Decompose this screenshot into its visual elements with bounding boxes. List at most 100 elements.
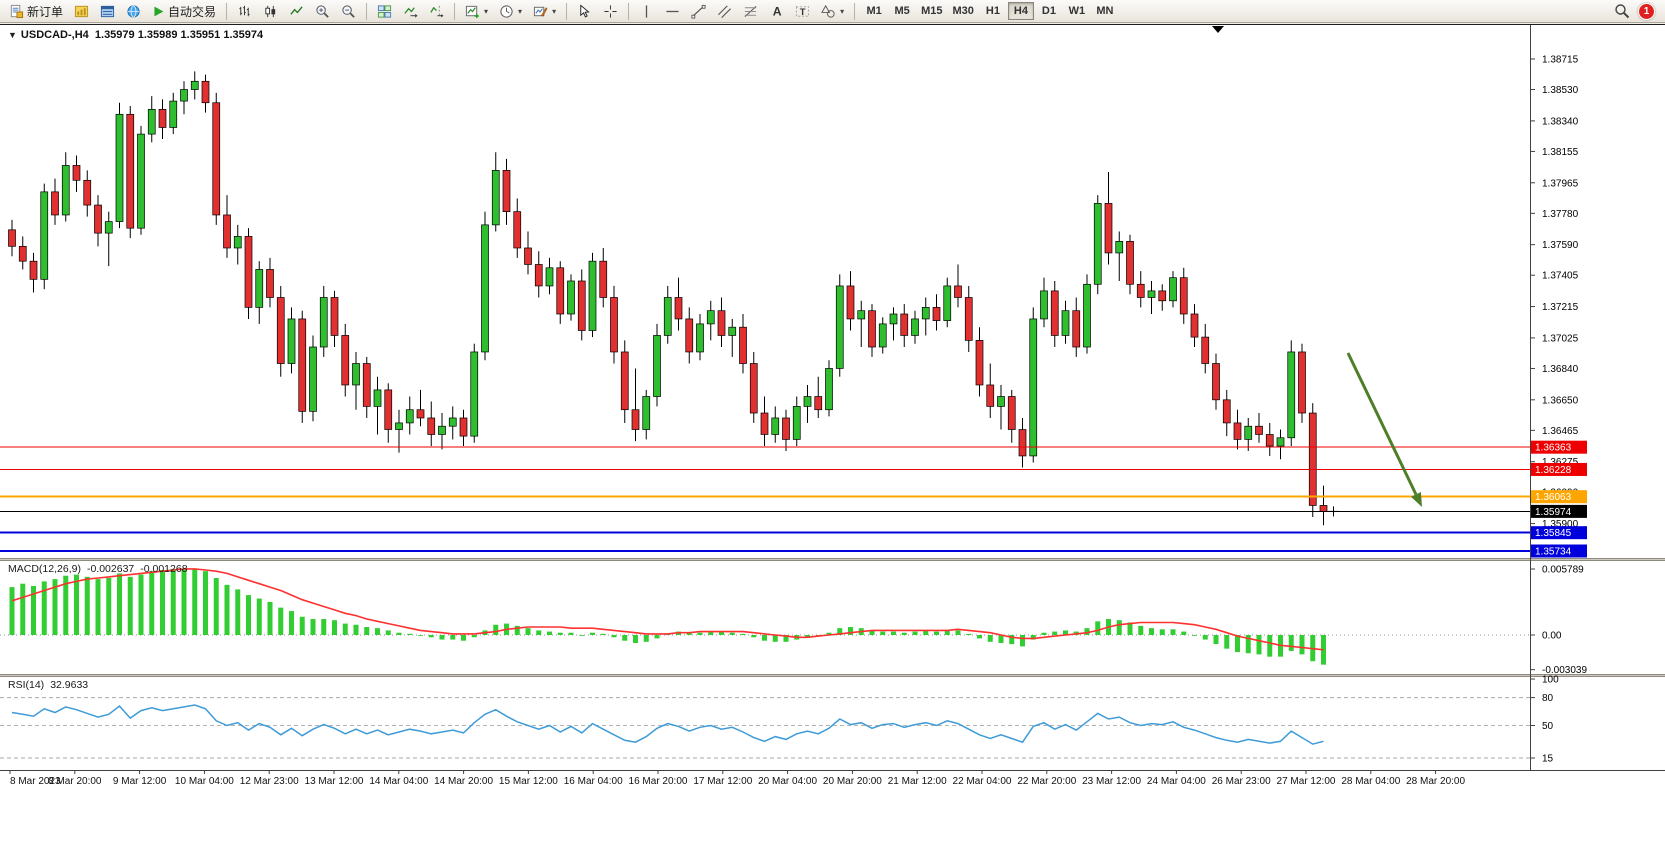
svg-text:23 Mar 12:00: 23 Mar 12:00 <box>1082 776 1141 787</box>
bar-chart-icon <box>239 5 250 16</box>
svg-text:16 Mar 04:00: 16 Mar 04:00 <box>564 776 623 787</box>
svg-text:12 Mar 23:00: 12 Mar 23:00 <box>240 776 299 787</box>
svg-text:50: 50 <box>1542 721 1554 732</box>
toolbar-separator <box>854 2 856 20</box>
timeframe-d1-button[interactable]: D1 <box>1036 2 1062 20</box>
price-tag <box>1531 440 1587 454</box>
rsi-panel[interactable] <box>0 697 1530 759</box>
trendline-tool-button[interactable] <box>686 1 711 21</box>
fibonacci-tool-button[interactable] <box>738 1 763 21</box>
horizontal-line-tool-button[interactable] <box>660 1 685 21</box>
channel-tool-button[interactable] <box>712 1 737 21</box>
vertical-line-tool-button[interactable] <box>634 1 659 21</box>
chevron-down-icon: ▾ <box>840 6 845 16</box>
svg-text:1.36228: 1.36228 <box>1535 465 1572 476</box>
notification-badge[interactable]: 1 <box>1638 2 1655 20</box>
svg-text:1.35845: 1.35845 <box>1535 528 1572 539</box>
chart-canvas[interactable]: 1.38715 1.38530 1.38340 1.38155 1.37965 1.377… <box>0 25 1665 844</box>
rsi-indicator-label: RSI(14) 32.9633 <box>8 679 94 691</box>
horizontal-line-icon <box>666 10 679 12</box>
tile-windows-button[interactable] <box>372 1 397 21</box>
new-chart-button[interactable]: ▾ <box>460 1 493 21</box>
line-chart-icon <box>290 5 303 15</box>
timeframe-m1-button[interactable]: M1 <box>861 2 887 20</box>
svg-text:1.38530: 1.38530 <box>1542 85 1579 96</box>
text-tool-button[interactable]: A <box>764 1 789 21</box>
svg-text:14 Mar 20:00: 14 Mar 20:00 <box>434 776 493 787</box>
price-tag <box>1531 544 1587 558</box>
cursor-button[interactable] <box>572 1 597 21</box>
rsi-name: RSI(14) <box>8 679 45 691</box>
timeframe-mn-button[interactable]: MN <box>1092 2 1118 20</box>
zoom-out-button[interactable] <box>336 1 361 21</box>
crosshair-button[interactable] <box>598 1 623 21</box>
label-icon: T <box>796 5 810 16</box>
shapes-tool-button[interactable]: ▾ <box>816 1 849 21</box>
candles-layer[interactable] <box>8 71 1328 526</box>
svg-text:1.38340: 1.38340 <box>1542 116 1579 127</box>
svg-text:1.35900: 1.35900 <box>1542 519 1579 530</box>
svg-text:1.37965: 1.37965 <box>1542 178 1579 189</box>
panel-splitters[interactable] <box>0 558 1665 677</box>
toolbar-separator <box>566 2 568 20</box>
svg-text:24 Mar 04:00: 24 Mar 04:00 <box>1147 776 1206 787</box>
price-tag <box>1531 462 1587 476</box>
toolbar-separator <box>366 2 368 20</box>
crosshair-icon <box>604 4 617 18</box>
trendline-icon <box>691 4 706 19</box>
community-button[interactable] <box>121 1 146 21</box>
svg-text:1.37405: 1.37405 <box>1542 271 1579 282</box>
svg-text:15: 15 <box>1542 754 1554 765</box>
search-icon <box>1615 4 1630 19</box>
new-chart-icon <box>465 5 479 18</box>
timeframe-m5-button[interactable]: M5 <box>889 2 915 20</box>
timeframe-w1-button[interactable]: W1 <box>1064 2 1090 20</box>
svg-text:1.37780: 1.37780 <box>1542 209 1579 220</box>
new-order-button[interactable]: 新订单 <box>4 1 68 21</box>
macd-name: MACD(12,26,9) <box>8 563 81 575</box>
zoom-in-button[interactable] <box>310 1 335 21</box>
timeframe-m30-button[interactable]: M30 <box>949 2 978 20</box>
symbol-dropdown-icon[interactable]: ▼ <box>8 30 17 40</box>
template-icon <box>534 6 548 17</box>
chevron-down-icon: ▾ <box>552 6 557 16</box>
auto-scroll-button[interactable] <box>398 1 423 21</box>
svg-text:21 Mar 12:00: 21 Mar 12:00 <box>888 776 947 787</box>
timeframe-h4-button[interactable]: H4 <box>1007 2 1034 20</box>
svg-text:T: T <box>800 6 806 16</box>
candlestick-mode-button[interactable] <box>258 1 283 21</box>
data-window-button[interactable] <box>95 1 120 21</box>
chart-shift-button[interactable] <box>424 1 449 21</box>
label-tool-button[interactable]: T <box>790 1 815 21</box>
templates-button[interactable]: ▾ <box>528 1 561 21</box>
auto-trading-button[interactable]: 自动交易 <box>147 1 221 21</box>
svg-text:8 Mar 20:00: 8 Mar 20:00 <box>48 776 102 787</box>
periods-button[interactable]: ▾ <box>494 1 527 21</box>
timeframe-m15-button[interactable]: M15 <box>917 2 946 20</box>
price-axis[interactable]: 1.38715 1.38530 1.38340 1.38155 1.37965 1.377… <box>1530 25 1587 770</box>
chart-shift-marker-icon[interactable] <box>1212 26 1224 33</box>
macd-panel[interactable] <box>0 568 1530 665</box>
arrow-line[interactable] <box>1346 352 1418 496</box>
line-chart-mode-button[interactable] <box>284 1 309 21</box>
market-watch-button[interactable] <box>69 1 94 21</box>
arrow-head-icon <box>1410 491 1422 507</box>
bar-chart-mode-button[interactable] <box>232 1 257 21</box>
data-window-icon <box>100 5 115 17</box>
chart-title: ▼ USDCAD-,H4 1.35979 1.35989 1.35951 1.35… <box>8 29 263 41</box>
svg-text:20 Mar 04:00: 20 Mar 04:00 <box>758 776 817 787</box>
svg-text:1.35974: 1.35974 <box>1535 507 1572 518</box>
price-tag <box>1531 526 1587 540</box>
timeframe-h1-button[interactable]: H1 <box>980 2 1006 20</box>
annotation-arrow[interactable] <box>1346 352 1422 507</box>
svg-text:100: 100 <box>1542 675 1559 686</box>
svg-text:80: 80 <box>1542 693 1554 704</box>
svg-text:A: A <box>773 4 782 18</box>
auto-scroll-icon <box>404 6 418 18</box>
svg-text:1.36063: 1.36063 <box>1535 492 1572 503</box>
svg-text:16 Mar 20:00: 16 Mar 20:00 <box>629 776 688 787</box>
svg-text:0.005789: 0.005789 <box>1542 564 1584 575</box>
hlines-layer[interactable] <box>0 446 1530 552</box>
search-button[interactable] <box>1609 1 1635 21</box>
